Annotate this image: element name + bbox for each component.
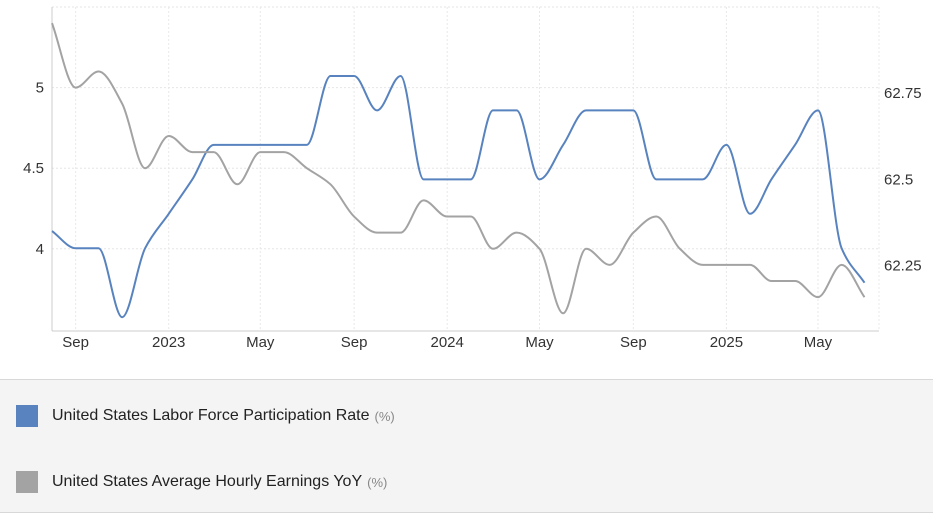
legend-item-labor-force[interactable]: United States Labor Force Participation … xyxy=(16,404,395,428)
x-tick-label: May xyxy=(804,334,833,351)
x-tick-label: 2025 xyxy=(710,334,743,351)
legend-item-hourly-earnings[interactable]: United States Average Hourly Earnings Yo… xyxy=(16,470,387,494)
y-right-tick-label: 62.5 xyxy=(884,171,913,188)
y-right-tick-label: 62.75 xyxy=(884,85,922,102)
legend-unit-labor-force: (%) xyxy=(374,408,395,424)
grid-lines xyxy=(52,6,880,331)
axes xyxy=(51,7,879,332)
x-tick-label: Sep xyxy=(341,334,368,351)
legend-unit-hourly-earnings: (%) xyxy=(367,474,388,490)
legend-swatch-hourly-earnings xyxy=(16,471,38,493)
x-tick-label: Sep xyxy=(620,334,647,351)
x-tick-label: May xyxy=(246,334,275,351)
chart-area: 4 4.5 5 62.25 62.5 62.75 Sep 2023 May Sep 2024 May S… xyxy=(23,6,922,351)
x-tick-label: Sep xyxy=(62,334,89,351)
legend: United States Labor Force Participation … xyxy=(0,379,933,513)
x-tick-label: 2023 xyxy=(152,334,185,351)
legend-label-hourly-earnings: United States Average Hourly Earnings Yo… xyxy=(52,473,363,490)
y-left-tick-label: 4.5 xyxy=(23,160,44,177)
y-left-tick-label: 4 xyxy=(36,241,44,258)
x-tick-label: 2024 xyxy=(431,334,464,351)
legend-swatch-labor-force xyxy=(16,405,38,427)
series-line-hourly-earnings-yoy xyxy=(51,22,866,315)
tick-labels: 4 4.5 5 62.25 62.5 62.75 Sep 2023 May Sep 2024 May S… xyxy=(23,80,921,351)
x-tick-label: May xyxy=(525,334,554,351)
y-right-tick-label: 62.25 xyxy=(884,258,922,275)
series-line-labor-force-participation xyxy=(51,74,866,319)
series-layer xyxy=(51,22,866,319)
line-chart: 4 4.5 5 62.25 62.5 62.75 Sep 2023 May Sep 2024 May S… xyxy=(23,6,922,351)
legend-label-labor-force: United States Labor Force Participation … xyxy=(52,407,370,424)
y-left-tick-label: 5 xyxy=(36,80,44,97)
